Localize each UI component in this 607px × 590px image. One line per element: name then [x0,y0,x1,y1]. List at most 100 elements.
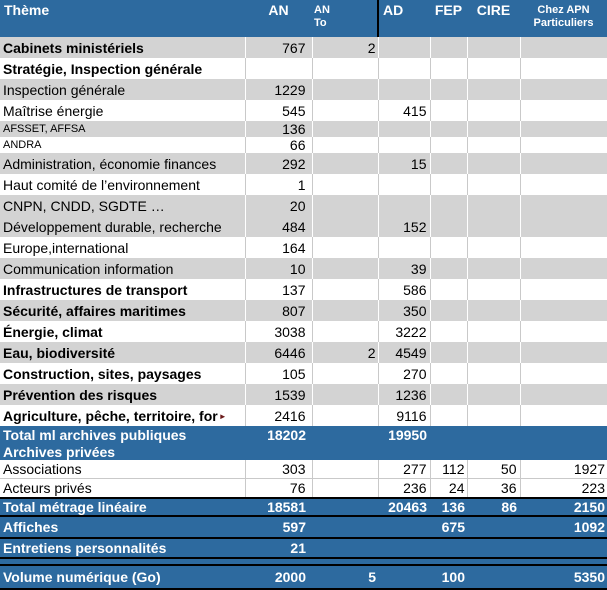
cell-an: 484 [245,216,313,237]
cell-an: 292 [245,153,313,174]
cell-theme: Haut comité de l’environnement [0,174,246,195]
cell-cire [467,363,521,384]
cell-cire [467,405,521,426]
table-row: Eau, biodiversité 6446 2 4549 [0,342,607,363]
cell-chez [520,37,607,58]
cell-chez [520,137,607,153]
cell-cire [467,300,521,321]
cell-cire: 50 [467,460,521,479]
column-header-ad: AD [377,0,430,37]
cell-cire [467,58,521,79]
table-row: Communication information 10 39 [0,258,607,279]
cell-fep [430,258,468,279]
table-row: Affiches 597 675 1092 [0,515,607,538]
cell-an_to [312,405,379,426]
cell-cire: 36 [467,478,521,499]
column-header-an_to: AN To [312,0,378,37]
cell-ad: 3222 [378,321,431,342]
row-label: Affiches [3,519,59,535]
cell-chez [520,79,607,100]
cell-chez [520,58,607,79]
cell-an: 1539 [245,384,313,405]
cell-fep [430,37,468,58]
cell-an_to [312,279,379,300]
cell-cire [467,195,521,216]
cell-an: 767 [245,37,313,58]
cell-cire [467,342,521,363]
cell-ad: 9116 [378,405,431,426]
cell-an_to [312,384,379,405]
cell-an_to: 2 [312,37,379,58]
cell-cire [467,258,521,279]
cell-fep: 675 [430,515,467,538]
cell-cire [467,444,520,460]
row-label: Associations [3,461,82,477]
cell-an: 137 [245,279,313,300]
cell-theme: Prévention des risques [0,384,246,405]
cell-cire [467,237,521,258]
cell-fep: 112 [430,460,468,479]
cell-fep [430,79,468,100]
cell-theme: Cabinets ministériels [0,37,246,58]
table-row: Administration, économie finances 292 15 [0,153,607,174]
row-label: Volume numérique (Go) [3,569,161,585]
cell-an_to [312,153,379,174]
table-header: Thème AN AN To AD FEP CIRE Chez APN Particulie… [0,0,607,37]
row-label: Archives privées [3,444,116,460]
cell-ad: 4549 [378,342,431,363]
cell-fep [430,426,467,444]
column-header-an: AN [245,0,312,37]
cell-an [245,444,312,460]
table-row: Archives privées [0,444,607,460]
cell-ad: 19950 [378,426,430,444]
row-label: Développement durable, recherche [3,218,222,235]
cell-an_to [312,216,379,237]
cell-chez [520,405,607,426]
cell-ad: 236 [378,478,431,499]
row-label: Énergie, climat [3,323,103,340]
cell-fep [430,321,468,342]
column-header-theme: Thème [0,0,245,37]
cell-an_to [312,100,379,121]
cell-an_to [312,444,378,460]
cell-ad: 586 [378,279,431,300]
row-label: Prévention des risques [3,386,158,403]
cell-an_to [312,258,379,279]
cell-an_to [312,121,379,137]
cell-fep [430,58,468,79]
cell-ad: 39 [378,258,431,279]
cell-an: 164 [245,237,313,258]
cell-ad [378,557,430,565]
cell-fep: 136 [430,497,467,516]
cell-an: 21 [245,537,312,558]
table-row: Construction, sites, paysages 105 270 [0,363,607,384]
table-row: Total métrage linéaire 18581 20463 136 86 215… [0,497,607,516]
cell-ad [378,195,431,216]
cell-cire [467,557,520,565]
cell-theme [0,557,245,565]
row-label: CNPN, CNDD, SGDTE … [3,197,165,214]
cell-an_to [312,497,378,516]
table-row: Stratégie, Inspection générale [0,58,607,79]
cell-an [245,58,313,79]
row-label: Inspection générale [3,81,126,98]
cell-ad: 415 [378,100,431,121]
row-label: Communication information [3,260,174,277]
cell-theme: Associations [0,460,246,479]
cell-chez [520,444,607,460]
cell-cire [467,384,521,405]
cell-cire [467,564,520,589]
row-label: Europe,international [3,239,129,256]
cell-ad [378,79,431,100]
table-row: Associations 303 277 112 50 1927 [0,460,607,479]
cell-fep [430,121,468,137]
cell-an_to [312,426,378,444]
cell-an_to [312,137,379,153]
cell-theme: Énergie, climat [0,321,246,342]
cell-chez [520,321,607,342]
row-label: Construction, sites, paysages [3,365,202,382]
cell-an_to [312,58,379,79]
row-label: Entretiens personnalités [3,540,167,556]
cell-ad [378,237,431,258]
column-header-fep: FEP [430,0,467,37]
